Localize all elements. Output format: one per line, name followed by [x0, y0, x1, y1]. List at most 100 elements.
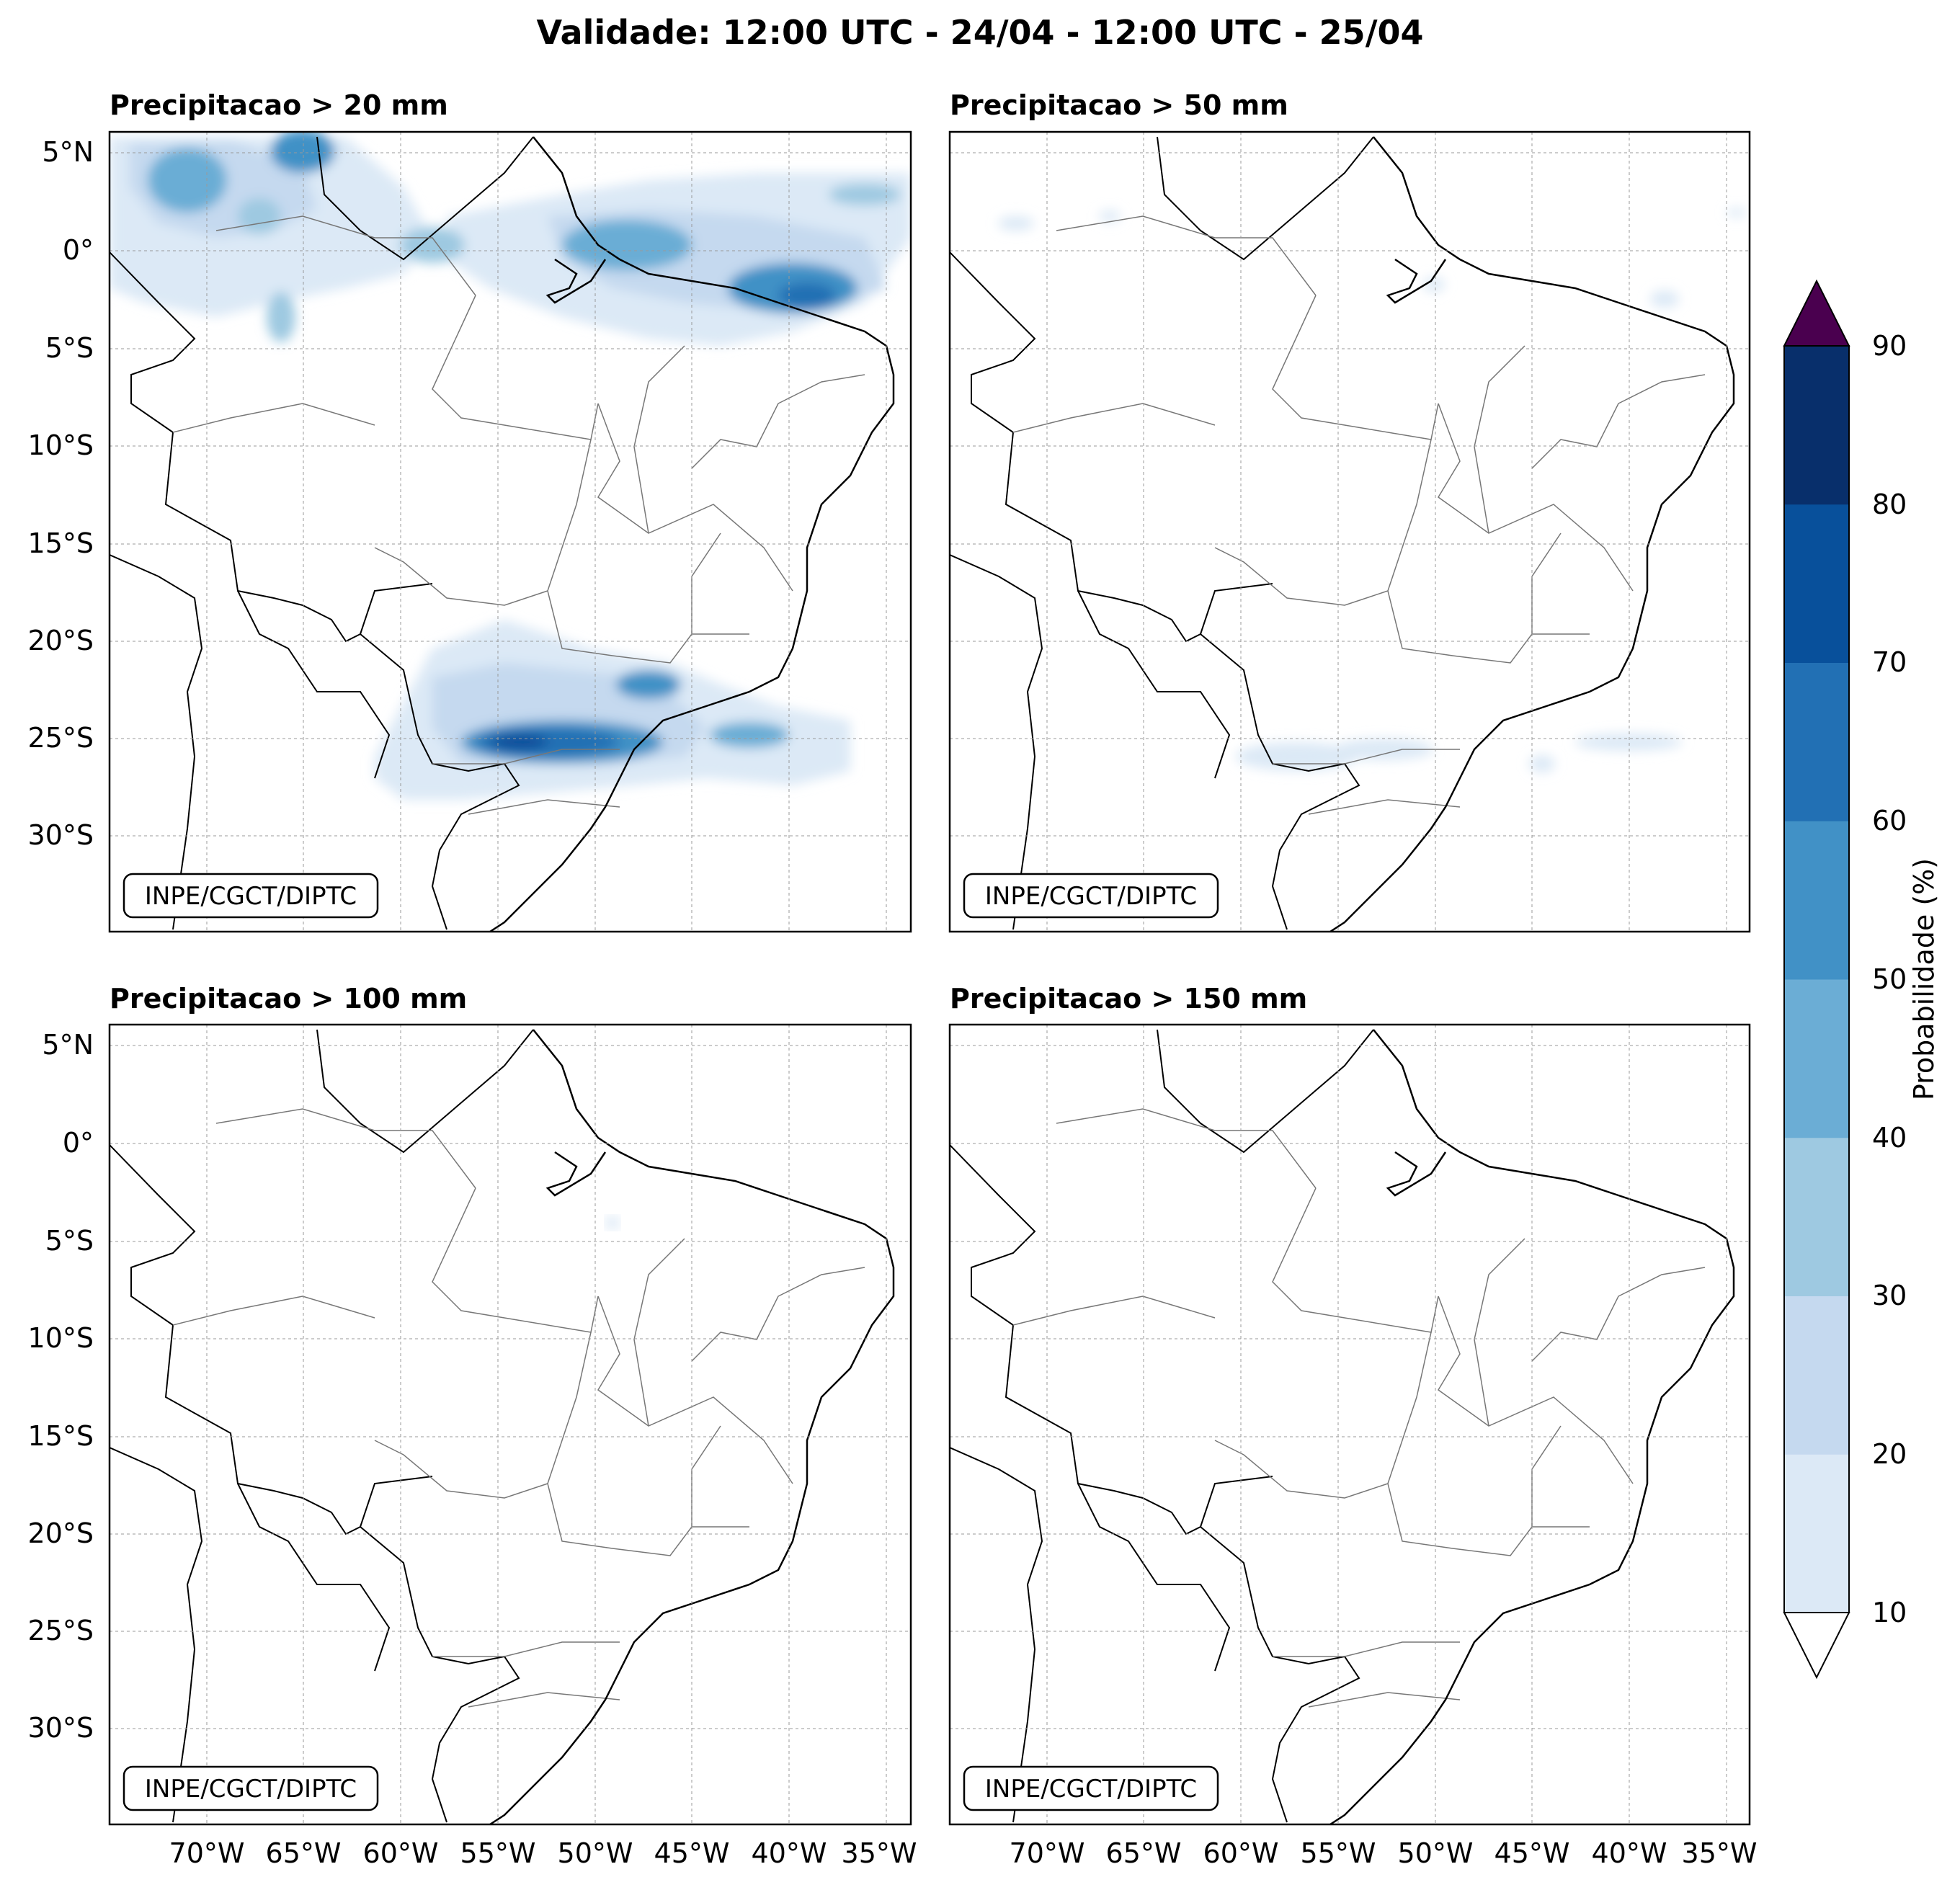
colorbar-segment: [1784, 979, 1849, 1138]
lat-tick: 20°S: [28, 1517, 94, 1549]
state-borders-20mm: [172, 215, 865, 815]
lon-tick: 40°W: [1592, 1837, 1667, 1869]
credit-label: INPE/CGCT/DIPTC: [145, 882, 357, 911]
coastline-20mm: [489, 136, 895, 932]
credit-box-100mm: INPE/CGCT/DIPTC: [122, 1765, 379, 1811]
state-borders-100mm: [172, 1108, 865, 1708]
lon-tick: 60°W: [1203, 1837, 1279, 1869]
lat-tick: 0°: [63, 234, 94, 266]
country-borders-150mm: [950, 1029, 1374, 1823]
colorbar-label: Probabilidade (%): [1908, 858, 1940, 1100]
lon-tick: 35°W: [1682, 1837, 1758, 1869]
lat-tick: 15°S: [28, 1420, 94, 1452]
graticule-150mm: [950, 1025, 1750, 1824]
country-borders-50mm: [950, 136, 1374, 930]
colorbar-frame: [1783, 345, 1850, 1613]
state-borders-50mm: [1012, 215, 1706, 815]
lon-tick: 65°W: [266, 1837, 342, 1869]
lon-tick: 70°W: [169, 1837, 245, 1869]
lat-ticks-left-bottom: 5°N 0° 5°S 10°S 15°S 20°S 25°S 30°S: [28, 1029, 94, 1744]
lat-tick: 25°S: [28, 722, 94, 754]
credit-box-50mm: INPE/CGCT/DIPTC: [963, 873, 1219, 919]
panel-title-150mm: Precipitacao > 150 mm: [950, 983, 1308, 1015]
lon-tick: 60°W: [363, 1837, 439, 1869]
lat-tick: 30°S: [28, 1712, 94, 1744]
lat-tick: 30°S: [28, 819, 94, 851]
credit-box-150mm: INPE/CGCT/DIPTC: [963, 1765, 1219, 1811]
lat-tick: 5°S: [45, 332, 94, 364]
colorbar-under-arrow: [1783, 1612, 1850, 1680]
lon-tick: 50°W: [1398, 1837, 1474, 1869]
colorbar-tick: 50: [1872, 963, 1907, 995]
panel-frame-20mm: [108, 130, 912, 933]
panel-frame-50mm: [948, 130, 1751, 933]
country-borders-20mm: [110, 136, 534, 930]
lon-tick: 40°W: [752, 1837, 827, 1869]
figure-title: Validade: 12:00 UTC - 24/04 - 12:00 UTC …: [536, 13, 1424, 52]
lat-ticks-left-top: 5°N 0° 5°S 10°S 15°S 20°S 25°S 30°S: [28, 136, 94, 851]
panel-title-20mm: Precipitacao > 20 mm: [110, 89, 448, 121]
map-20mm: [110, 132, 911, 932]
panel-100mm: INPE/CGCT/DIPTC 5°N 0° 5°S 10°S 15°S 20°…: [28, 1023, 917, 1869]
panel-150mm: INPE/CGCT/DIPTC 70°W 65°W 60°W 55°W 50°W…: [948, 1023, 1758, 1869]
colorbar-tick: 20: [1872, 1438, 1907, 1470]
panel-frame-150mm: [948, 1023, 1751, 1826]
lon-tick: 55°W: [1301, 1837, 1376, 1869]
map-150mm: [950, 1025, 1750, 1824]
graticule-50mm: [950, 132, 1750, 932]
colorbar-segment: [1784, 1454, 1849, 1613]
lon-tick: 70°W: [1010, 1837, 1085, 1869]
lat-tick: 20°S: [28, 625, 94, 656]
coastline-50mm: [1329, 136, 1735, 932]
colorbar: 90 80 70 60 50 40 30 20 10 Probabilidade…: [1783, 279, 1940, 1680]
lon-tick: 35°W: [842, 1837, 917, 1869]
colorbar-tick: 60: [1872, 805, 1907, 837]
lon-tick: 65°W: [1106, 1837, 1182, 1869]
colorbar-tick: 40: [1872, 1122, 1907, 1154]
colorbar-segment: [1784, 662, 1849, 821]
colorbar-tick: 90: [1872, 330, 1907, 362]
colorbar-ticks: 90 80 70 60 50 40 30 20 10: [1872, 330, 1907, 1628]
state-borders-150mm: [1012, 1108, 1706, 1708]
lat-tick: 5°N: [42, 136, 94, 168]
colorbar-segment: [1784, 1296, 1849, 1455]
lat-tick: 5°S: [45, 1225, 94, 1257]
lat-tick: 5°N: [42, 1029, 94, 1061]
panel-20mm: INPE/CGCT/DIPTC 5°N 0° 5°S 10°S 15°S 20°…: [28, 130, 912, 933]
map-100mm: [110, 1025, 911, 1824]
country-borders-100mm: [110, 1029, 534, 1823]
lon-tick: 50°W: [558, 1837, 633, 1869]
probability-fields-50mm: [998, 208, 1747, 772]
colorbar-over-arrow: [1783, 279, 1850, 347]
credit-label: INPE/CGCT/DIPTC: [985, 882, 1197, 911]
graticule-100mm: [110, 1025, 911, 1824]
colorbar-tick: 10: [1872, 1597, 1907, 1628]
colorbar-tick: 80: [1872, 489, 1907, 520]
panel-frame-100mm: [108, 1023, 912, 1826]
panel-50mm: INPE/CGCT/DIPTC: [948, 130, 1751, 933]
panel-title-100mm: Precipitacao > 100 mm: [110, 983, 468, 1015]
lon-tick: 45°W: [654, 1837, 730, 1869]
colorbar-segment: [1784, 504, 1849, 663]
coastline-150mm: [1329, 1029, 1735, 1824]
lon-ticks-left-bottom: 70°W 65°W 60°W 55°W 50°W 45°W 40°W 35°W: [169, 1837, 917, 1869]
credit-label: INPE/CGCT/DIPTC: [145, 1775, 357, 1804]
colorbar-segment: [1784, 346, 1849, 505]
lon-tick: 45°W: [1494, 1837, 1570, 1869]
coastline-100mm: [489, 1029, 895, 1824]
lat-tick: 10°S: [28, 1322, 94, 1354]
credit-box-20mm: INPE/CGCT/DIPTC: [122, 873, 379, 919]
credit-label: INPE/CGCT/DIPTC: [985, 1775, 1197, 1804]
lon-ticks-right-bottom: 70°W 65°W 60°W 55°W 50°W 45°W 40°W 35°W: [1010, 1837, 1758, 1869]
lat-tick: 25°S: [28, 1615, 94, 1646]
lon-tick: 55°W: [460, 1837, 536, 1869]
map-50mm: [950, 132, 1750, 932]
colorbar-tick: 30: [1872, 1280, 1907, 1311]
colorbar-segment: [1784, 1137, 1849, 1296]
colorbar-segments: [1784, 346, 1849, 1613]
colorbar-segment: [1784, 821, 1849, 980]
lat-tick: 15°S: [28, 527, 94, 559]
panel-title-50mm: Precipitacao > 50 mm: [950, 89, 1288, 121]
lat-tick: 10°S: [28, 429, 94, 461]
